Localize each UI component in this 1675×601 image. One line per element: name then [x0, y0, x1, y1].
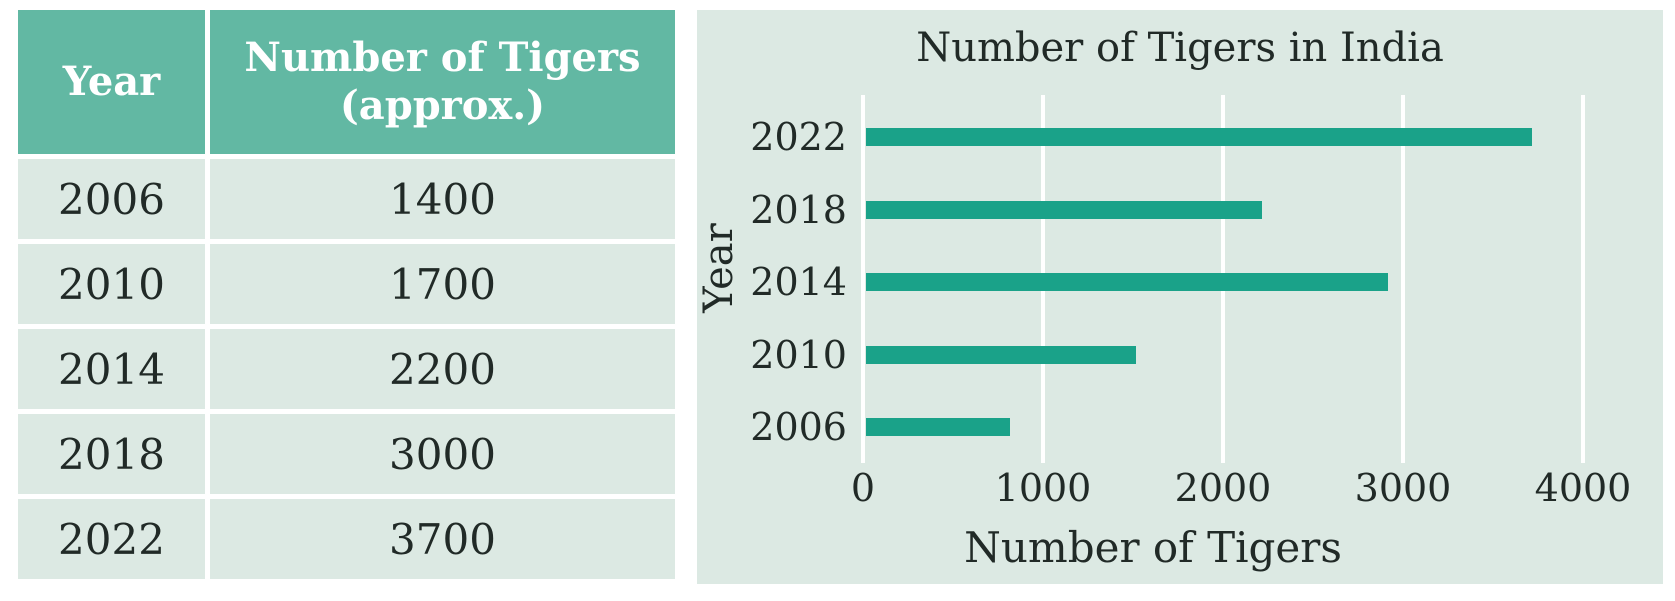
x-axis-label: Number of Tigers [964, 523, 1342, 572]
plot-area [861, 95, 1585, 463]
x-tick-label-0: 0 [850, 466, 876, 510]
tiger-bar-chart: Number of Tigers in India Year Number of… [696, 10, 1663, 584]
table-cell-year: 2006 [18, 159, 205, 239]
bar-2018 [866, 201, 1262, 219]
bar-2014 [866, 273, 1388, 291]
tiger-data-table: Year Number of Tigers (approx.) 2006 1400… [18, 10, 675, 579]
gridline-4000 [1581, 95, 1585, 463]
table-header-count: Number of Tigers (approx.) [210, 10, 675, 154]
table-cell-year: 2014 [18, 329, 205, 409]
x-tick-label-3000: 3000 [1354, 466, 1452, 510]
y-axis-label: Year [696, 223, 742, 313]
table-cell-year: 2018 [18, 414, 205, 494]
gridline-0 [861, 95, 865, 463]
table-header-year: Year [18, 10, 205, 154]
table-cell-count: 1400 [210, 159, 675, 239]
table-cell-count: 3000 [210, 414, 675, 494]
x-tick-label-1000: 1000 [994, 466, 1092, 510]
table-cell-count: 2200 [210, 329, 675, 409]
y-tick-label-2014: 2014 [750, 260, 847, 304]
x-tick-label-4000: 4000 [1534, 466, 1632, 510]
table-cell-count: 3700 [210, 499, 675, 579]
gridline-3000 [1401, 95, 1405, 463]
table-cell-year: 2010 [18, 244, 205, 324]
y-tick-label-2010: 2010 [750, 333, 847, 377]
y-tick-label-2006: 2006 [750, 405, 847, 449]
y-tick-label-2018: 2018 [750, 188, 847, 232]
bar-2006 [866, 418, 1010, 436]
bar-2022 [866, 128, 1532, 146]
table-cell-count: 1700 [210, 244, 675, 324]
bar-2010 [866, 346, 1136, 364]
chart-title: Number of Tigers in India [916, 25, 1444, 71]
x-tick-label-2000: 2000 [1174, 466, 1272, 510]
y-tick-label-2022: 2022 [750, 115, 847, 159]
table-cell-year: 2022 [18, 499, 205, 579]
